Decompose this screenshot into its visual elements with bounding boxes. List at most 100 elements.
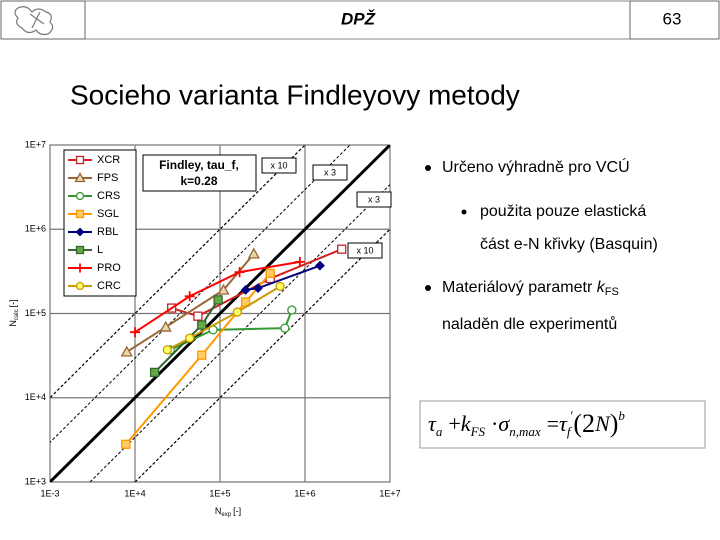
equation-operator: + <box>448 411 460 436</box>
marker <box>193 311 203 321</box>
x-tick-label: 1E-3 <box>40 488 59 498</box>
legend-box <box>63 149 137 297</box>
y-tick-label: 1E+4 <box>25 392 46 402</box>
equation-part: τ <box>559 411 568 436</box>
marker <box>315 260 325 271</box>
equation-part: n,max <box>509 424 541 439</box>
bullet: část e-N křivky (Basquin) <box>480 236 658 253</box>
series-line <box>171 248 343 318</box>
bullets: Určeno výhradně pro VCÚ použita pouze el… <box>425 157 658 333</box>
series-line <box>166 285 281 351</box>
marker <box>265 268 275 278</box>
equation-part: (2 <box>573 409 595 438</box>
marker <box>294 256 305 267</box>
bullet: Určeno výhradně pro VCÚ <box>442 157 630 176</box>
band-label: x 10 <box>270 160 287 170</box>
x-tick-label: 1E+4 <box>124 488 145 498</box>
equation-part: k <box>461 411 472 436</box>
marker <box>275 281 285 292</box>
annotation: Findley, tau_f, <box>159 158 239 172</box>
legend-label: L <box>97 244 103 256</box>
band-label-box <box>356 191 392 208</box>
equation-operator: = <box>547 411 559 436</box>
equation-part: ) <box>610 409 619 438</box>
legend-label: CRS <box>97 190 120 202</box>
logo-box <box>0 0 86 40</box>
reference-lines <box>50 145 390 482</box>
y-tick-label: 1E+7 <box>25 139 46 149</box>
legend-label: SGL <box>97 208 119 220</box>
marker <box>234 267 245 278</box>
y-tick-label: 1E+3 <box>25 476 46 486</box>
diagonal <box>50 145 390 482</box>
marker <box>75 245 85 255</box>
slide-title: Socieho varianta Findleyovy metody <box>70 79 520 110</box>
marker <box>75 263 85 273</box>
band-label-box <box>347 242 383 259</box>
marker <box>337 244 347 254</box>
bullet: použita pouze elastická <box>480 203 646 220</box>
bullet-sub: FS <box>605 286 619 298</box>
annotation: k=0.28 <box>180 174 217 188</box>
x-tick-label: 1E+5 <box>209 488 230 498</box>
x-axis-label: Nexp [-] <box>215 506 241 517</box>
label-sub: exp <box>221 512 231 518</box>
bullet-dot <box>461 209 467 215</box>
label-sub: calc <box>14 309 20 320</box>
equation-box <box>419 400 706 449</box>
marker <box>232 307 243 317</box>
bullet: naladěn dle experimentů <box>442 315 617 333</box>
equation-part: b <box>618 408 625 423</box>
header-title: DPŽ <box>341 9 376 28</box>
marker <box>280 323 290 333</box>
equation-part: a <box>436 424 443 439</box>
page-number: 63 <box>663 9 682 28</box>
marker <box>240 285 251 295</box>
marker <box>253 283 263 294</box>
equation-operator: · <box>491 411 498 436</box>
marker <box>120 345 133 357</box>
marker <box>213 295 223 305</box>
marker <box>185 333 195 343</box>
band-label: x 3 <box>368 194 380 204</box>
legend-label: RBL <box>97 226 118 238</box>
label-unit: [-] <box>8 299 18 307</box>
marker <box>197 320 207 330</box>
band-label-box <box>261 157 297 174</box>
marker <box>75 281 85 291</box>
legend-label: FPS <box>97 172 118 184</box>
band-label: x 10 <box>356 245 373 255</box>
header-bar <box>0 0 720 40</box>
marker <box>197 350 207 360</box>
marker <box>184 291 195 302</box>
bullet-text: Materiálový parametr <box>442 279 597 296</box>
equation-part: ′ <box>571 408 574 423</box>
legend-label: CRC <box>97 280 121 292</box>
y-axis-label: Ncalc [-] <box>8 299 19 326</box>
bullet: Materiálový parametr kFS <box>442 279 619 298</box>
equation-part: σ <box>498 411 510 436</box>
page-box <box>629 0 720 40</box>
x-tick-label: 1E+7 <box>379 488 400 498</box>
bullet-var: k <box>597 279 606 296</box>
equation: τa +kFS ·σn,max =τf′(2N)b <box>428 408 625 439</box>
legend-label: PRO <box>97 262 121 274</box>
equation-part: τ <box>428 411 437 436</box>
marker <box>75 209 85 219</box>
marker <box>130 327 140 338</box>
marker <box>74 172 86 183</box>
band-label-box <box>312 164 348 181</box>
bullet-dot <box>425 285 431 291</box>
band-label: x 3 <box>324 167 336 177</box>
bullet-dot <box>425 165 431 171</box>
y-tick-label: 1E+5 <box>25 308 46 318</box>
label-unit: [-] <box>233 506 241 516</box>
annotation-box <box>142 154 257 192</box>
legend-label: XCR <box>97 154 120 166</box>
y-tick-label: 1E+6 <box>25 224 46 234</box>
marker <box>159 320 172 332</box>
legend: XCR FPS CRS SGL RBL L PRO CRC <box>63 149 137 297</box>
series-line <box>134 260 301 334</box>
logo <box>14 6 54 36</box>
